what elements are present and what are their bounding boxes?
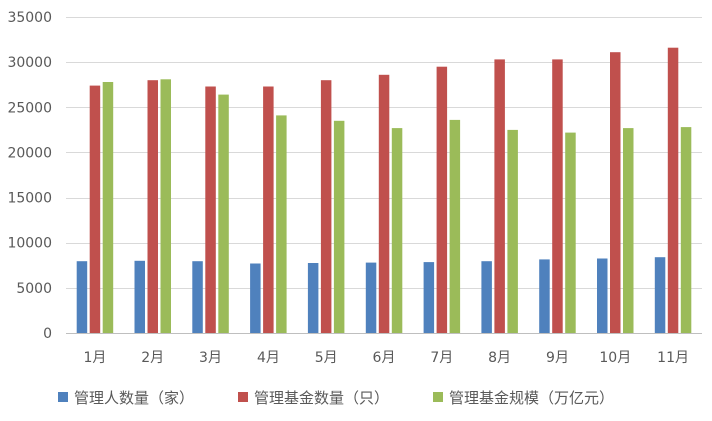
bar-3-6 [391,128,403,333]
bar-2-1 [89,85,101,333]
bar-1-2 [134,260,145,333]
bar-3-5 [333,120,345,333]
bar-1-6 [365,262,377,333]
bars [76,47,692,334]
legend-item-fund-scale: 管理基金规模（万亿元） [433,387,614,408]
x-tick-label: 1月 [83,350,106,366]
x-tick-label: 3月 [199,350,222,366]
legend-label: 管理人数量（家） [74,388,195,407]
bar-2-11 [667,47,679,333]
bar-3-8 [507,129,518,333]
x-tick-label: 7月 [430,350,453,366]
x-axis-ticks: 1月 2月 3月 4月 5月 6月 7月 8月 9月 10月 11月 [83,350,689,366]
legend-item-fund-count: 管理基金数量（只） [238,387,389,408]
bar-2-3 [205,86,216,333]
y-tick-label: 5000 [16,281,52,297]
legend-swatch [58,392,68,402]
x-tick-label: 8月 [488,350,511,366]
bar-1-8 [481,261,492,333]
bar-2-5 [320,80,332,333]
legend-label: 管理基金规模（万亿元） [449,388,615,407]
bar-2-4 [263,86,274,333]
bar-1-1 [76,261,88,333]
y-tick-label: 15000 [7,191,52,207]
bar-1-9 [539,259,550,333]
bar-1-5 [307,263,319,333]
x-tick-label: 6月 [373,350,396,366]
y-tick-label: 30000 [7,55,52,71]
legend-item-managers: 管理人数量（家） [58,387,194,408]
bar-2-10 [610,52,621,333]
bar-1-7 [423,262,435,333]
y-tick-label: 35000 [7,10,52,26]
y-tick-label: 20000 [7,145,52,161]
bar-1-4 [250,263,261,333]
bar-2-9 [552,59,563,334]
bar-2-2 [147,80,158,333]
bar-2-7 [436,66,448,333]
bar-3-4 [276,115,287,334]
legend-swatch [238,392,249,402]
bar-3-9 [565,132,576,333]
x-tick-label: 10月 [599,350,631,366]
x-tick-label: 4月 [257,350,280,366]
bar-2-6 [378,74,390,334]
bar-1-3 [192,261,203,333]
bar-3-1 [102,82,114,333]
y-tick-label: 10000 [7,236,52,252]
bar-3-3 [218,94,229,333]
bar-3-10 [623,128,634,333]
y-axis-ticks: 0 5000 10000 15000 20000 25000 30000 35000 [7,10,52,342]
bar-1-10 [597,258,608,333]
legend-swatch [433,392,444,402]
bar-3-2 [160,79,171,333]
legend: 管理人数量（家） 管理基金数量（只） 管理基金规模（万亿元） [58,386,658,408]
y-tick-label: 0 [43,326,52,342]
x-tick-label: 11月 [657,350,689,366]
bar-2-8 [494,59,505,334]
bar-3-11 [680,127,692,333]
legend-label: 管理基金数量（只） [254,388,390,407]
x-tick-label: 5月 [315,350,338,366]
x-tick-label: 9月 [546,350,569,366]
bar-3-7 [449,119,461,334]
x-tick-label: 2月 [141,350,164,366]
y-tick-label: 25000 [7,100,52,116]
bar-1-11 [654,257,666,333]
